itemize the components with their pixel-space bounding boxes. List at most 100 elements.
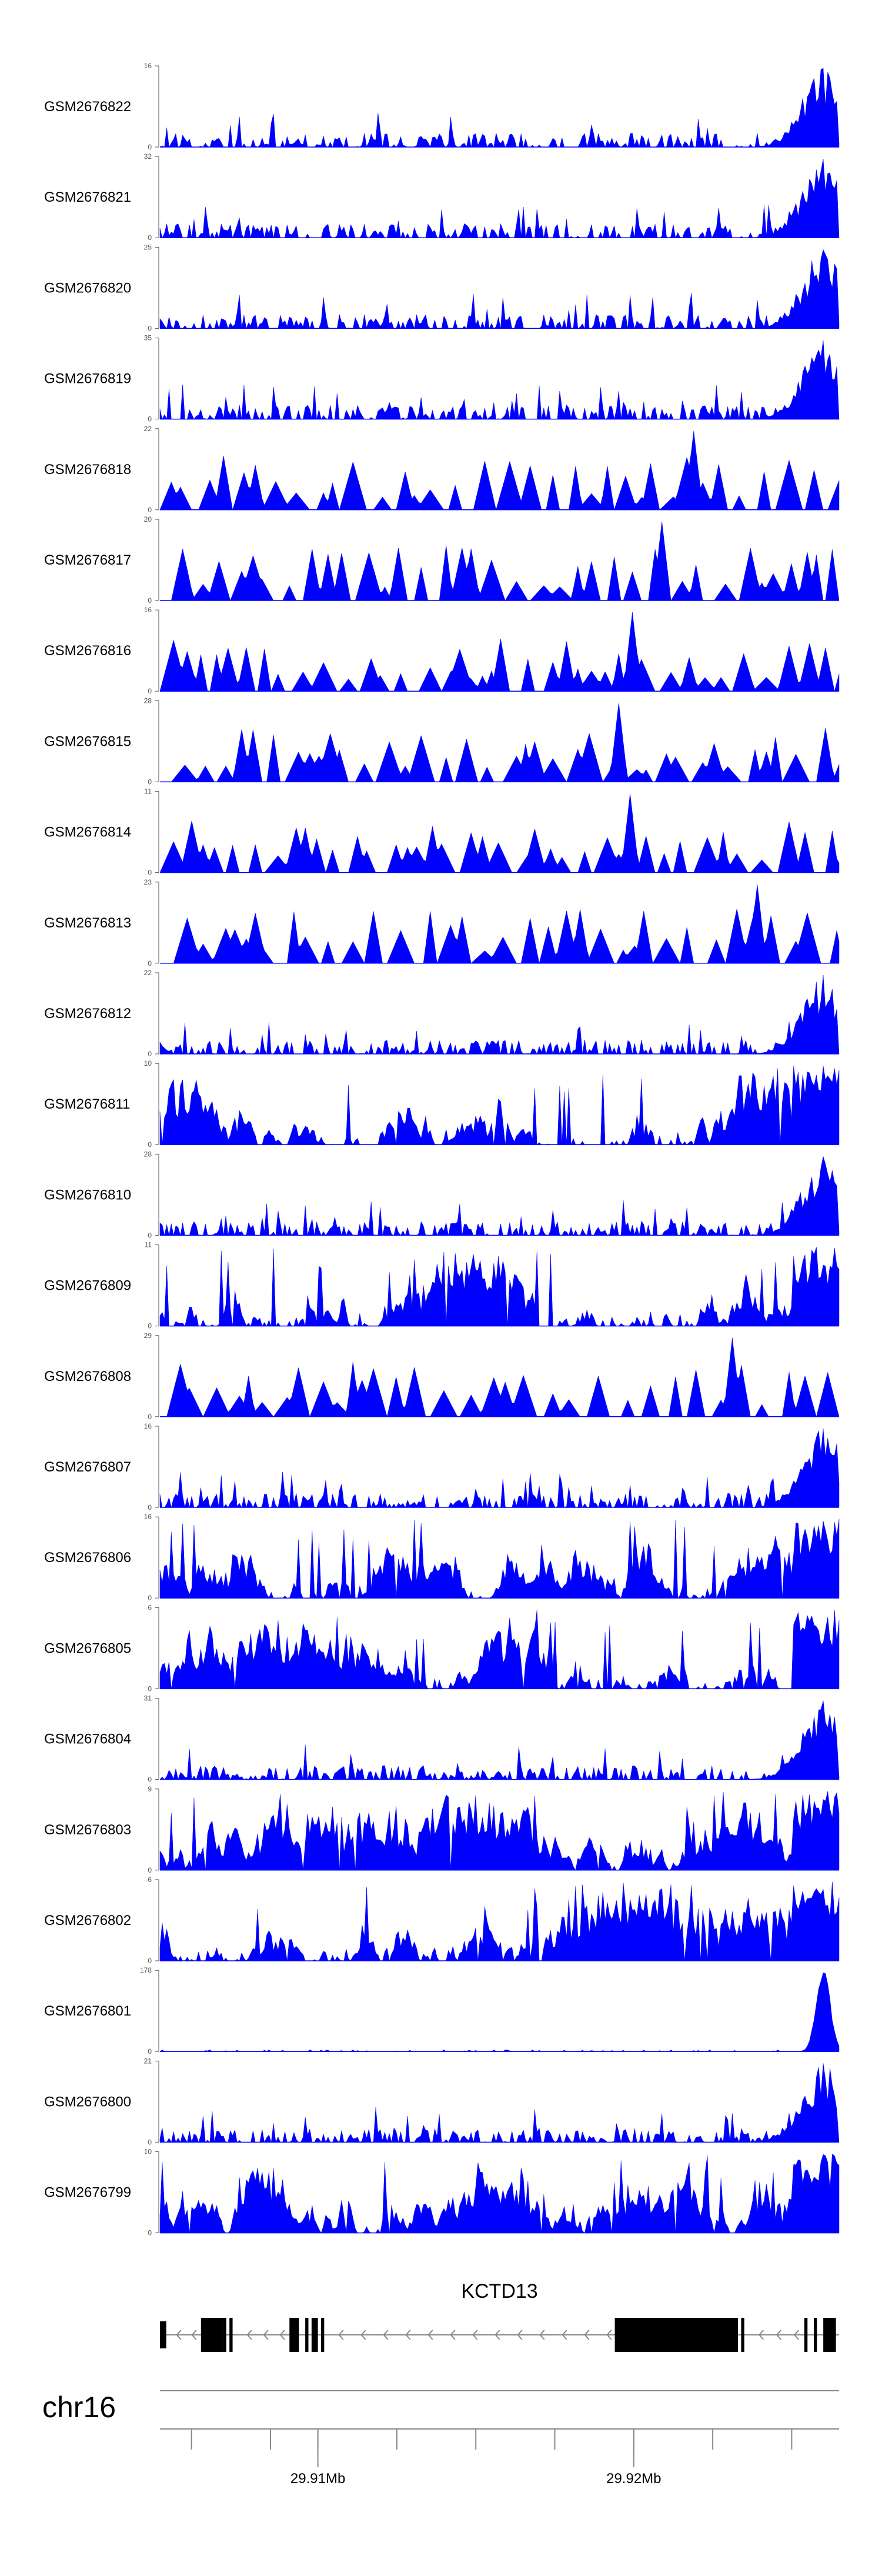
track-name-label: GSM2676817 — [44, 552, 131, 568]
track-ymax-label: 32 — [144, 152, 152, 161]
coverage-area — [159, 793, 840, 873]
coverage-area — [159, 612, 840, 692]
signal-track: GSM2676808 29 0 — [44, 1332, 840, 1421]
track-name-label: GSM2676800 — [44, 2094, 131, 2110]
signal-track: GSM2676810 28 0 — [44, 1150, 840, 1239]
signal-track: GSM2676802 6 0 — [44, 1876, 840, 1965]
strand-arrow — [793, 2330, 799, 2340]
coverage-area — [159, 975, 840, 1055]
track-name-label: GSM2676803 — [44, 1822, 131, 1838]
gene-model-track: KCTD13 — [160, 2280, 839, 2352]
strand-arrow — [539, 2330, 545, 2340]
track-ymax-label: 21 — [144, 2057, 152, 2065]
track-ymin-label: 0 — [148, 1231, 152, 1239]
signal-track: GSM2676819 35 0 — [44, 334, 840, 423]
track-ymin-label: 0 — [148, 1322, 152, 1330]
track-name-label: GSM2676810 — [44, 1187, 131, 1203]
signal-track: GSM2676800 21 0 — [44, 2057, 840, 2146]
track-ymax-label: 10 — [144, 1059, 152, 1067]
track-ymin-label: 0 — [148, 1866, 152, 1874]
track-ymax-label: 22 — [144, 969, 152, 977]
track-ymin-label: 0 — [148, 596, 152, 605]
exon-block — [289, 2318, 299, 2352]
signal-track: GSM2676799 10 0 — [44, 2148, 840, 2237]
track-name-label: GSM2676821 — [44, 189, 131, 205]
track-name-label: GSM2676806 — [44, 1550, 131, 1566]
coverage-area — [160, 884, 840, 964]
genome-axis-track: chr16 29.91Mb 29.92Mb — [42, 2390, 839, 2487]
gene-name-label: KCTD13 — [461, 2280, 537, 2303]
exon-block — [223, 2318, 226, 2352]
strand-arrow — [562, 2330, 567, 2340]
strand-arrow — [472, 2330, 478, 2340]
strand-arrow — [246, 2330, 252, 2340]
track-name-label: GSM2676815 — [44, 733, 131, 749]
exon-block — [229, 2318, 233, 2352]
coverage-area — [159, 159, 840, 239]
genome-axis-tick-label: 29.92Mb — [606, 2471, 661, 2487]
track-ymin-label: 0 — [148, 1684, 152, 1693]
track-ymax-label: 6 — [148, 1876, 152, 1884]
signal-track: GSM2676817 20 0 — [44, 515, 840, 605]
track-ymax-label: 20 — [144, 515, 152, 523]
track-ymin-label: 0 — [148, 687, 152, 695]
track-ymin-label: 0 — [148, 1413, 152, 1421]
track-ymax-label: 16 — [144, 62, 152, 70]
exon-block — [814, 2318, 817, 2352]
track-name-label: GSM2676811 — [44, 1096, 130, 1112]
strand-arrow — [360, 2330, 366, 2340]
signal-track: GSM2676803 9 0 — [44, 1785, 840, 1874]
coverage-area — [159, 2063, 840, 2143]
track-name-label: GSM2676799 — [44, 2185, 131, 2201]
track-name-label: GSM2676812 — [44, 1006, 131, 1022]
exon-block — [305, 2318, 309, 2352]
coverage-area — [159, 68, 840, 148]
coverage-area — [159, 431, 840, 510]
track-ymax-label: 31 — [144, 1694, 152, 1703]
track-ymin-label: 0 — [148, 2138, 152, 2146]
track-ymin-label: 0 — [148, 324, 152, 332]
track-name-label: GSM2676805 — [44, 1640, 131, 1656]
exon-block — [311, 2318, 318, 2352]
strand-arrow — [383, 2330, 389, 2340]
strand-arrow — [191, 2330, 197, 2340]
coverage-area — [159, 1066, 840, 1145]
track-name-label: GSM2676819 — [44, 371, 131, 387]
signal-track: GSM2676816 16 0 — [44, 606, 840, 695]
track-ymax-label: 23 — [144, 878, 152, 886]
track-ymax-label: 11 — [145, 788, 152, 796]
exon-block — [160, 2321, 166, 2348]
signal-track: GSM2676821 32 0 — [44, 152, 840, 242]
signal-track: GSM2676820 25 0 — [44, 243, 840, 332]
track-ymin-label: 0 — [148, 1776, 152, 1784]
track-ymax-label: 28 — [144, 1150, 152, 1158]
signal-tracks: GSM2676822160GSM2676821320GSM2676820250G… — [44, 62, 840, 2237]
exon-block — [320, 2318, 325, 2352]
track-name-label: GSM2676813 — [44, 915, 131, 931]
track-ymax-label: 29 — [144, 1332, 152, 1340]
coverage-area — [159, 249, 840, 329]
coverage-area — [160, 1337, 840, 1417]
track-ymin-label: 0 — [148, 2229, 152, 2237]
strand-arrow — [758, 2330, 764, 2340]
track-ymax-label: 11 — [145, 1241, 152, 1249]
track-ymin-label: 0 — [148, 1957, 152, 1965]
track-ymin-label: 0 — [148, 869, 152, 877]
track-ymax-label: 22 — [144, 425, 152, 433]
track-ymin-label: 0 — [148, 959, 152, 967]
track-ymin-label: 0 — [148, 233, 152, 242]
signal-track: GSM2676812 22 0 — [44, 969, 840, 1058]
coverage-area — [160, 703, 840, 783]
coverage-area — [159, 1247, 840, 1327]
chromosome-label: chr16 — [42, 2391, 116, 2424]
track-name-label: GSM2676808 — [44, 1369, 131, 1384]
track-ymax-label: 9 — [148, 1785, 152, 1793]
signal-track: GSM2676813 23 0 — [44, 878, 840, 967]
track-ymin-label: 0 — [148, 506, 152, 514]
track-name-label: GSM2676807 — [44, 1459, 131, 1475]
track-name-label: GSM2676820 — [44, 280, 131, 296]
genome-axis-tick-label: 29.91Mb — [290, 2471, 345, 2487]
coverage-area — [159, 1428, 840, 1508]
strand-arrow — [776, 2330, 781, 2340]
strand-arrow — [517, 2330, 523, 2340]
